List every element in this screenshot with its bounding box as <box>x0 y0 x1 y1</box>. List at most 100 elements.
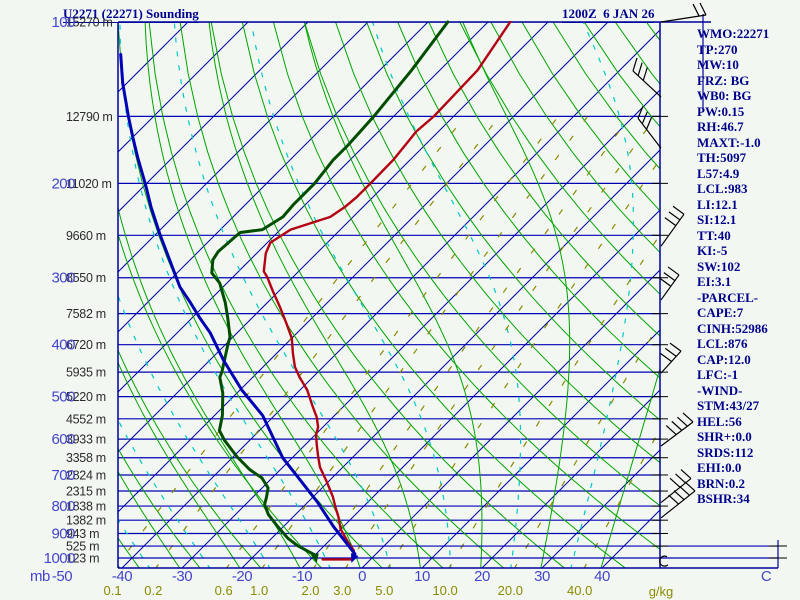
svg-text:40.0: 40.0 <box>567 583 592 598</box>
index-line: LFC:-1 <box>697 367 739 382</box>
index-line: HEL:56 <box>697 413 742 429</box>
wind-barb-icon <box>669 342 682 352</box>
wind-barb-icon <box>692 3 700 17</box>
wind-barb-icon <box>671 420 683 431</box>
wind-barb-icon <box>668 494 679 505</box>
svg-text:900: 900 <box>51 525 75 542</box>
index-line: MW:10 <box>697 57 739 72</box>
temperature-axis: -50 -40 -30 -20 -10 0 10 20 30 40 C <box>52 568 772 585</box>
wind-barb-icon <box>665 425 677 436</box>
temperature-curve <box>262 20 512 561</box>
svg-text:C: C <box>761 568 772 585</box>
svg-text:0.6: 0.6 <box>215 583 233 598</box>
calm-wind-icon <box>659 555 669 567</box>
svg-text:5935 m: 5935 m <box>66 366 106 380</box>
svg-text:100: 100 <box>51 14 75 31</box>
svg-text:800: 800 <box>51 498 75 515</box>
height-labels: 15270 m 12790 m 11020 m 9660 m 8550 m 7582 m 6… <box>66 16 113 566</box>
pressure-ticks <box>652 115 668 547</box>
wind-barb-icon <box>684 481 696 492</box>
index-line: STM:43/27 <box>697 398 760 413</box>
wind-barb-icon <box>668 211 681 221</box>
wind-barb-icon <box>679 485 690 496</box>
svg-text:2824 m: 2824 m <box>66 468 106 482</box>
index-line: CAP:12.0 <box>697 351 751 367</box>
svg-text:5.0: 5.0 <box>375 583 393 598</box>
wind-barb-icon <box>699 2 707 16</box>
index-line: -PARCEL- <box>697 289 759 305</box>
svg-text:-40: -40 <box>112 568 132 585</box>
wind-barb-icon <box>667 266 680 276</box>
wind-barb-icon <box>632 57 638 72</box>
svg-text:300: 300 <box>51 270 75 287</box>
svg-text:2.0: 2.0 <box>301 583 319 598</box>
wind-barb-icon <box>675 473 686 484</box>
svg-text:8550 m: 8550 m <box>66 271 106 285</box>
wind-barb-icon <box>659 277 672 287</box>
svg-text:mb: mb <box>30 568 50 585</box>
svg-text:g/kg: g/kg <box>649 584 674 599</box>
svg-text:-30: -30 <box>172 568 192 585</box>
index-line: BRN:0.2 <box>697 475 746 491</box>
index-line: SHR+:0.0 <box>697 429 752 444</box>
svg-text:6720 m: 6720 m <box>66 338 106 352</box>
index-line: LI:12.1 <box>697 196 738 212</box>
svg-text:0.1: 0.1 <box>104 583 122 598</box>
index-line: TH:5097 <box>697 150 747 165</box>
wind-barb-icon <box>637 62 643 76</box>
svg-text:4552 m: 4552 m <box>66 412 106 426</box>
svg-text:400: 400 <box>51 337 75 354</box>
wind-barb-icon <box>672 205 685 215</box>
index-line: -WIND- <box>697 382 743 398</box>
svg-text:123 m: 123 m <box>66 552 99 566</box>
svg-text:700: 700 <box>51 467 75 484</box>
index-line: PW:0.15 <box>697 103 745 119</box>
svg-text:600: 600 <box>51 431 75 448</box>
svg-text:1.0: 1.0 <box>250 583 268 598</box>
svg-text:-50: -50 <box>52 568 72 585</box>
mixing-ratio-axis: 0.1 0.2 0.6 1.0 2.0 3.0 5.0 10.0 20.0 40.0 g/kg <box>104 583 674 599</box>
svg-text:10.0: 10.0 <box>432 583 457 598</box>
index-line: MAXT:-1.0 <box>697 134 761 150</box>
svg-text:0: 0 <box>358 568 366 585</box>
svg-text:15270 m: 15270 m <box>66 16 113 30</box>
svg-text:20: 20 <box>474 568 490 585</box>
index-line: FRZ: BG <box>697 72 750 88</box>
wind-barb-icon <box>673 490 685 501</box>
parcel-curve <box>119 53 359 563</box>
grid <box>118 22 660 568</box>
svg-text:0.2: 0.2 <box>144 583 162 598</box>
dewpoint-arrow-icon <box>310 553 319 563</box>
svg-text:500: 500 <box>51 389 75 406</box>
index-line: SRDS:112 <box>697 444 754 460</box>
svg-text:525 m: 525 m <box>66 540 99 554</box>
index-line: WMO:22271 <box>697 26 770 41</box>
wind-barb-icon <box>664 347 677 357</box>
plot-frame <box>117 14 787 569</box>
wind-barb-icon <box>664 217 677 227</box>
svg-text:9660 m: 9660 m <box>66 229 106 243</box>
svg-text:7582 m: 7582 m <box>66 307 106 321</box>
wind-barb-icon <box>660 353 672 362</box>
wind-barb-icon <box>682 412 694 423</box>
svg-text:40: 40 <box>594 568 610 585</box>
svg-text:1382 m: 1382 m <box>66 514 106 528</box>
svg-text:3.0: 3.0 <box>333 583 351 598</box>
wind-barb-icon <box>637 106 644 119</box>
index-line: TT:40 <box>697 227 731 243</box>
wind-barb-icon <box>676 416 688 427</box>
index-line: SI:12.1 <box>697 212 737 227</box>
wind-barb-icon <box>641 111 648 125</box>
index-line: L57:4.9 <box>697 165 740 181</box>
svg-text:30: 30 <box>534 568 550 585</box>
index-line: RH:46.7 <box>697 119 744 134</box>
index-line: WB0: BG <box>697 88 752 103</box>
svg-text:12790 m: 12790 m <box>66 110 113 124</box>
index-line: CINH:52986 <box>697 320 768 336</box>
wind-barb-icon <box>642 67 648 81</box>
svg-text:943 m: 943 m <box>66 527 99 541</box>
svg-text:3358 m: 3358 m <box>66 451 106 465</box>
